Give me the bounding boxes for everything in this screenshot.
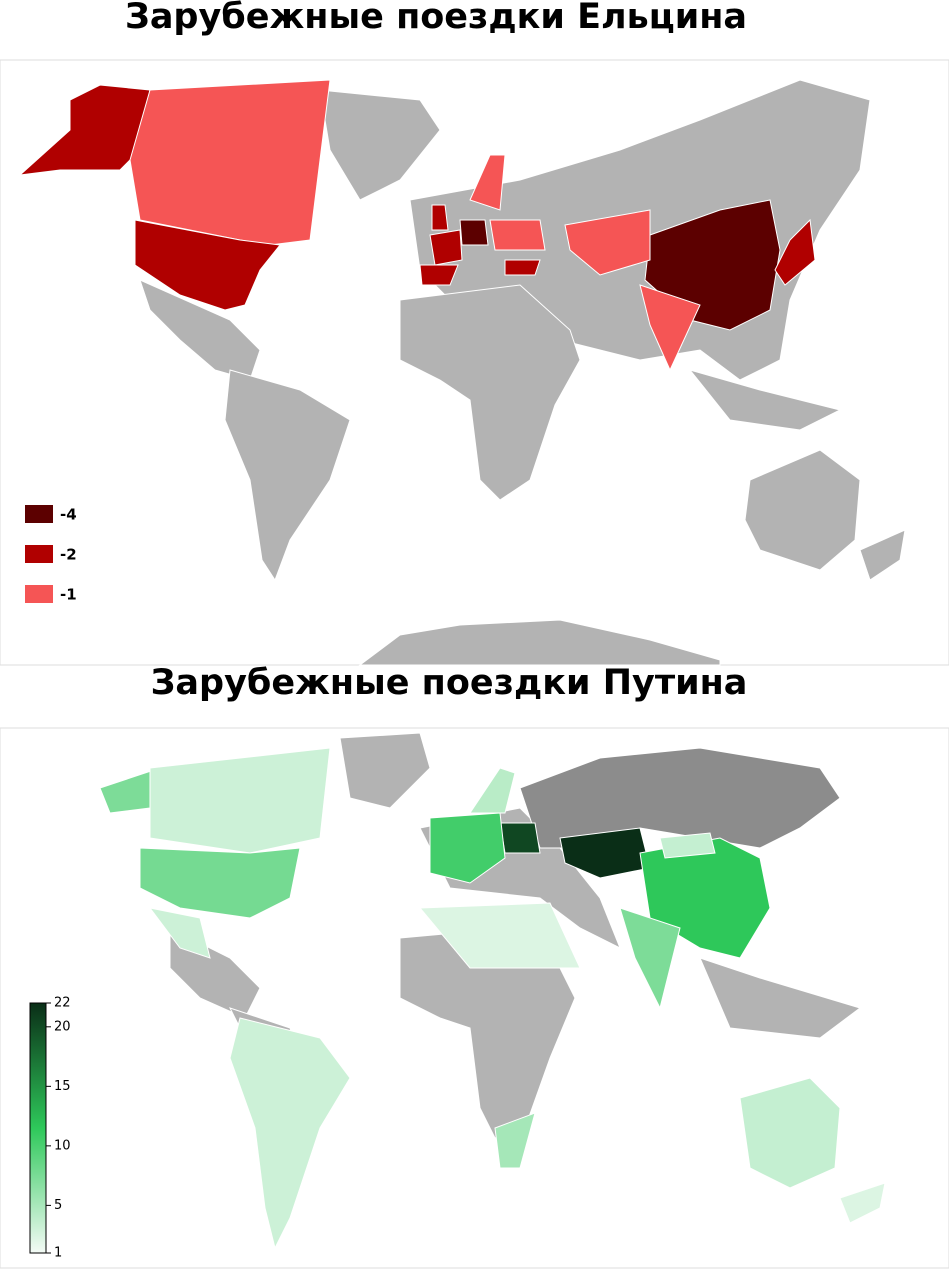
country-new-zealand — [839, 1182, 886, 1224]
country-canada — [149, 747, 331, 854]
country-australia — [739, 1077, 841, 1189]
country-uk — [431, 204, 449, 231]
country-europe — [429, 812, 506, 884]
country-ukraine — [499, 822, 541, 854]
country-mongolia — [659, 832, 716, 859]
country-kazakhstan — [564, 209, 651, 276]
legend-label: -4 — [60, 506, 77, 524]
country-south-africa — [494, 1112, 536, 1169]
colorbar-tick-label: 5 — [54, 1198, 62, 1213]
map-yeltsin: -4 -2 -1 — [0, 59, 949, 666]
country-spain — [419, 264, 459, 286]
greenland — [339, 732, 431, 809]
colorbar-tick-label: 20 — [54, 1019, 71, 1034]
country-turkey — [504, 259, 541, 276]
africa — [399, 284, 581, 501]
country-india — [639, 284, 701, 372]
greenland — [319, 89, 441, 201]
country-france — [429, 229, 463, 266]
country-canada — [129, 79, 331, 246]
country-north-africa — [418, 902, 581, 969]
legend-swatch — [25, 505, 53, 523]
antarctica — [358, 619, 721, 666]
country-usa — [134, 219, 281, 311]
south-america — [224, 369, 351, 582]
colorbar-tick-label: 1 — [54, 1246, 62, 1261]
map-title: Зарубежные поездки Путина — [151, 663, 748, 703]
map-title: Зарубежные поездки Ельцина — [125, 0, 747, 37]
country-south-america — [229, 1017, 351, 1250]
southeast-asia — [688, 369, 842, 431]
country-alaska — [18, 84, 151, 176]
legend-swatch — [25, 545, 53, 563]
country-mexico — [148, 907, 211, 959]
country-japan — [774, 218, 816, 286]
country-kazakhstan — [559, 827, 651, 879]
colorbar-tick-label: 10 — [54, 1138, 71, 1153]
country-scandinavia — [469, 767, 516, 814]
country-germany — [459, 219, 489, 246]
country-eastern-europe — [489, 219, 546, 251]
country-india — [619, 907, 681, 1010]
legend-label: -1 — [60, 586, 77, 604]
australia — [744, 449, 861, 571]
colorbar-gradient — [29, 1002, 47, 1254]
colorbar-tick-label: 15 — [54, 1079, 71, 1094]
country-usa — [139, 847, 301, 919]
legend-swatch — [25, 585, 53, 603]
colorbar-tick-label: 22 — [54, 996, 71, 1011]
southeast-asia — [699, 957, 862, 1039]
new-zealand — [859, 529, 906, 581]
legend-label: -2 — [60, 546, 77, 564]
legend: -4 -2 -1 — [25, 505, 77, 604]
country-scandinavia — [469, 154, 506, 211]
